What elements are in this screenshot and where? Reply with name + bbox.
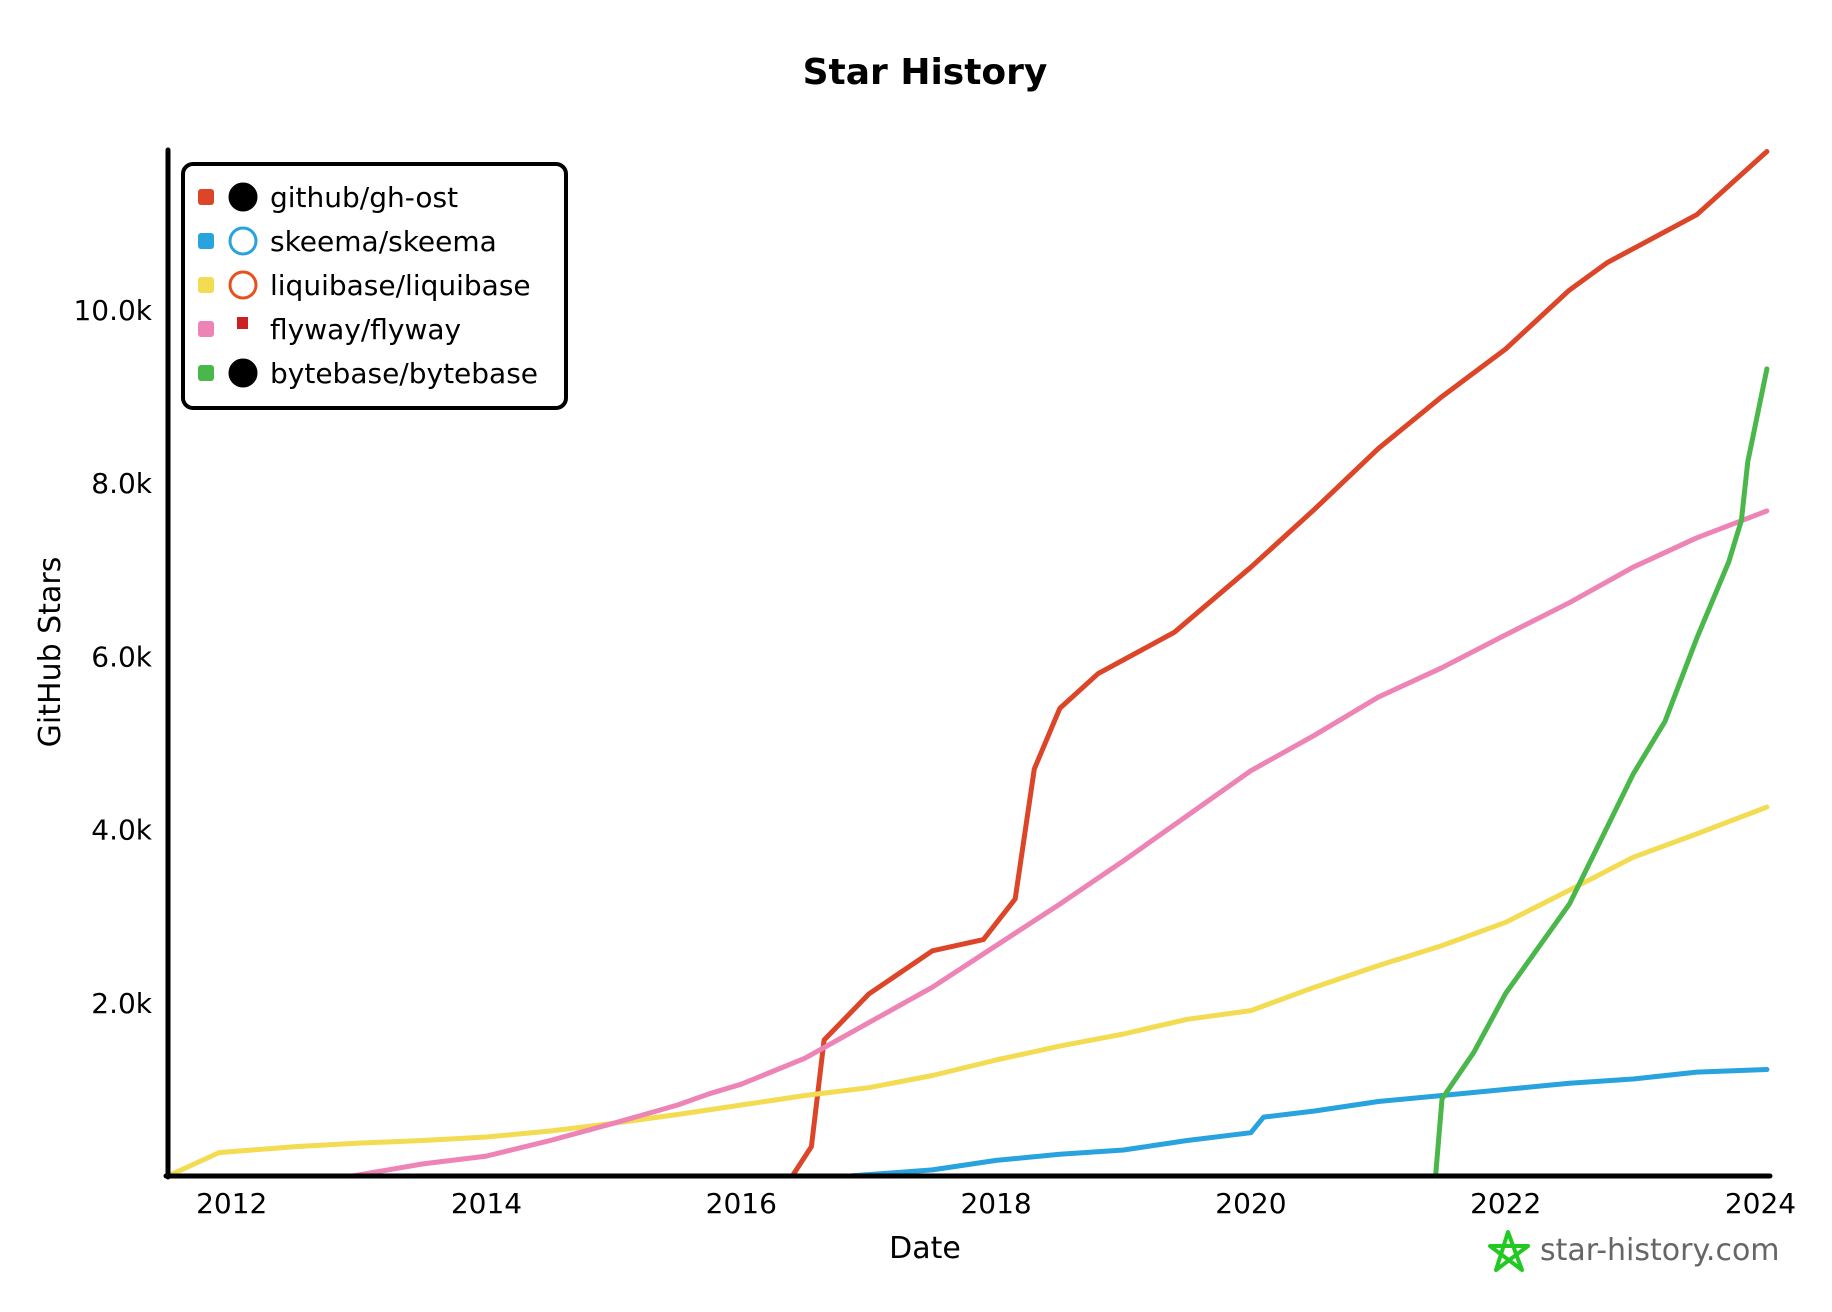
series-line-flyway: [350, 508, 1770, 1179]
series-line-liquibase: [165, 804, 1770, 1179]
x-tick-label: 2020: [1215, 1187, 1286, 1220]
watermark: star-history.com: [1488, 1230, 1780, 1272]
chart-title: Star History: [803, 52, 1048, 93]
y-tick-label: 2.0k: [91, 987, 153, 1020]
legend-label: bytebase/bytebase: [270, 357, 538, 390]
flyway-logo-mark: [237, 317, 248, 329]
legend-swatch: [198, 189, 214, 205]
legend-item: liquibase/liquibase: [198, 269, 531, 302]
x-tick-label: 2024: [1725, 1187, 1796, 1220]
liquibase-icon: [228, 270, 258, 300]
x-tick-label: 2018: [960, 1187, 1031, 1220]
legend-swatch: [198, 321, 214, 337]
legend: github/gh-ost skeema/skeema liquibase/liqu…: [181, 162, 568, 410]
star-icon: [1488, 1230, 1530, 1272]
legend-box: [181, 162, 568, 410]
legend-item: bytebase/bytebase: [198, 357, 538, 390]
legend-swatch: [198, 233, 214, 249]
legend-label: skeema/skeema: [270, 225, 497, 258]
legend-label: flyway/flyway: [270, 313, 461, 346]
legend-label: github/gh-ost: [270, 181, 458, 214]
x-tick-label: 2022: [1470, 1187, 1541, 1220]
bytebase-icon: [228, 358, 258, 388]
legend-item: skeema/skeema: [198, 225, 497, 258]
y-tick-label: 10.0k: [73, 294, 152, 327]
series-line-github: [789, 149, 1770, 1179]
skeema-icon: [228, 226, 258, 256]
watermark-text: star-history.com: [1540, 1233, 1780, 1268]
x-tick-label: 2016: [706, 1187, 777, 1220]
series-line-bytebase: [1433, 366, 1770, 1179]
legend-item: flyway/flyway: [198, 313, 461, 346]
y-tick-label: 4.0k: [91, 814, 153, 847]
x-tick-label: 2014: [451, 1187, 522, 1220]
legend-label: liquibase/liquibase: [270, 269, 531, 302]
x-axis-label: Date: [889, 1231, 961, 1266]
legend-item: github/gh-ost: [198, 181, 458, 214]
series-line-skeema: [847, 1067, 1770, 1179]
legend-swatch: [198, 277, 214, 293]
y-tick-label: 8.0k: [91, 467, 153, 500]
x-tick-label: 2012: [196, 1187, 267, 1220]
github-icon: [228, 182, 258, 212]
legend-swatch: [198, 365, 214, 381]
y-tick-label: 6.0k: [91, 640, 153, 673]
y-axis-label: GitHub Stars: [33, 557, 68, 748]
